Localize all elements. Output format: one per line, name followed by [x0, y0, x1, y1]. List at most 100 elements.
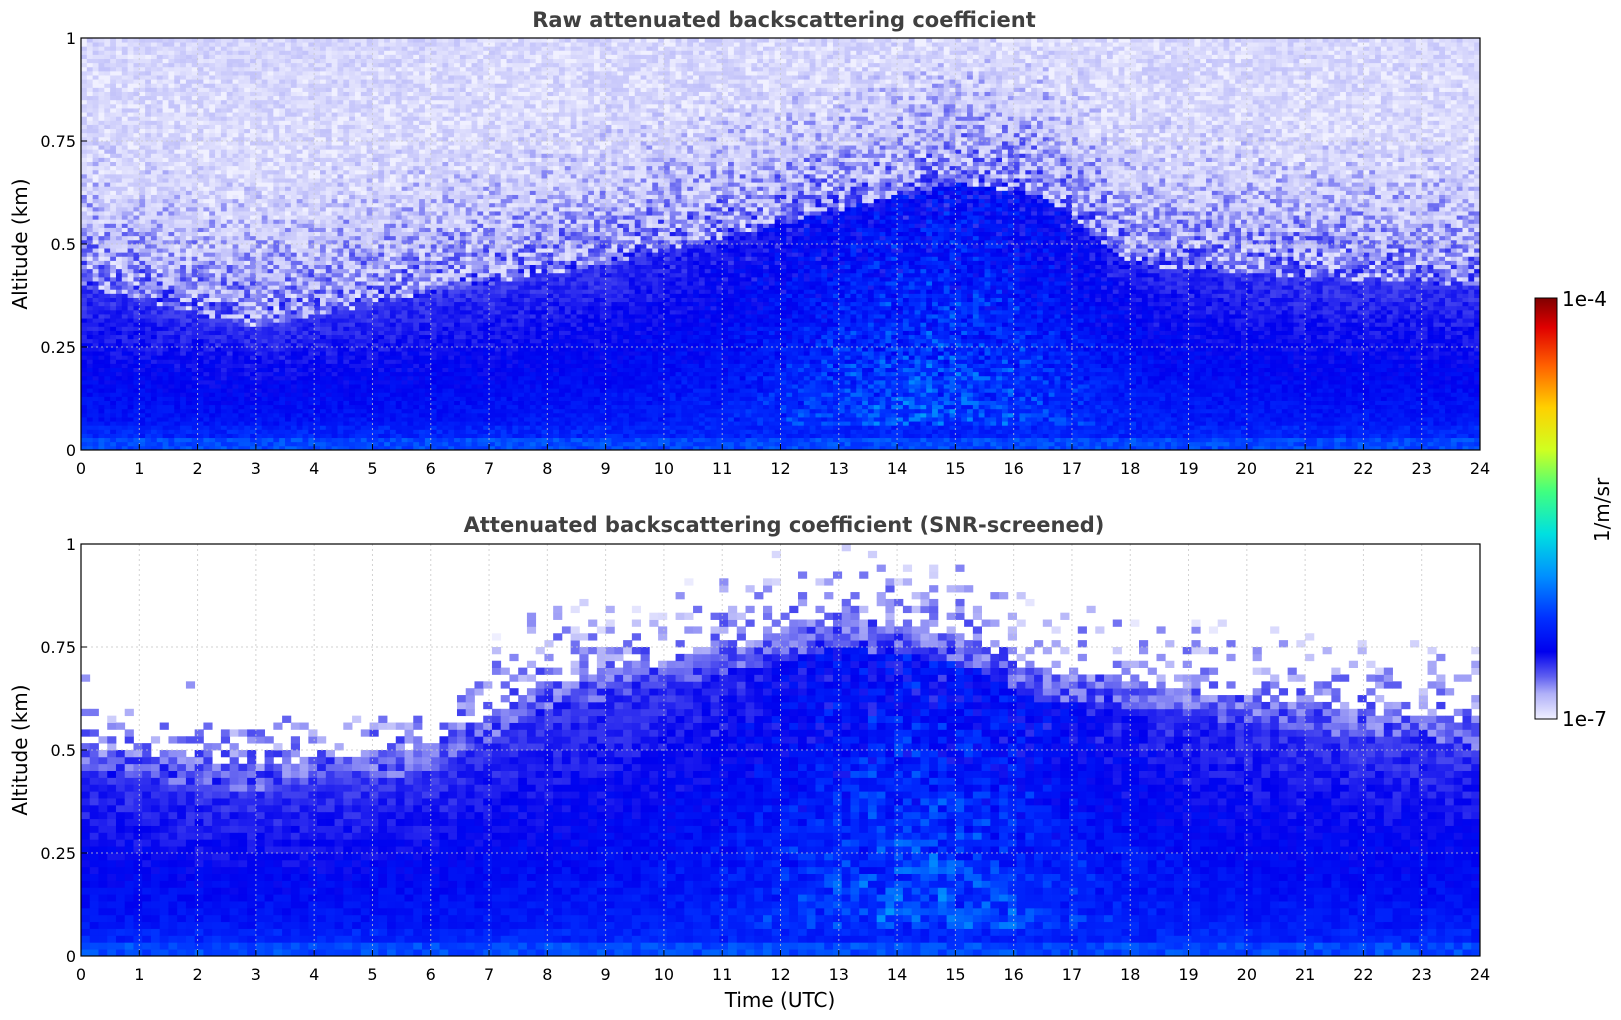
heatmap-cell	[308, 276, 315, 282]
heatmap-cell	[320, 91, 327, 97]
heatmap-cell	[314, 309, 321, 315]
heatmap-cell	[180, 400, 187, 406]
heatmap-cell	[150, 128, 158, 134]
heatmap-cell	[191, 227, 198, 233]
heatmap-cell	[279, 239, 286, 245]
heatmap-cell	[191, 145, 198, 150]
heatmap-cell	[250, 153, 257, 158]
heatmap-cell	[110, 392, 117, 397]
heatmap-cell	[349, 202, 356, 208]
heatmap-cell	[139, 202, 146, 208]
heatmap-cell	[145, 62, 152, 68]
heatmap-cell	[127, 95, 134, 101]
heatmap-cell	[314, 149, 321, 154]
heatmap-cell	[360, 297, 368, 303]
heatmap-cell	[331, 173, 338, 179]
heatmap-cell	[285, 70, 292, 76]
heatmap-cell	[331, 62, 338, 68]
heatmap-cell	[302, 108, 309, 113]
heatmap-cell	[168, 215, 175, 220]
heatmap-cell	[121, 165, 129, 171]
heatmap-cell	[279, 182, 286, 187]
heatmap-cell	[209, 244, 216, 249]
heatmap-cell	[98, 400, 105, 406]
heatmap-cell	[285, 355, 292, 360]
heatmap-cell	[86, 79, 94, 84]
heatmap-cell	[168, 186, 175, 191]
heatmap-cell	[115, 58, 123, 64]
heatmap-cell	[273, 367, 280, 373]
heatmap-cell	[197, 54, 204, 59]
heatmap-cell	[104, 309, 111, 315]
heatmap-cell	[250, 363, 257, 368]
heatmap-cell	[325, 309, 333, 315]
heatmap-cell	[296, 384, 303, 389]
heatmap-cell	[279, 318, 286, 323]
heatmap-cell	[174, 219, 181, 224]
heatmap-cell	[296, 408, 303, 414]
heatmap-cell	[156, 149, 164, 154]
heatmap-cell	[273, 223, 280, 228]
heatmap-cell	[343, 157, 350, 162]
heatmap-cell	[127, 83, 134, 88]
heatmap-cell	[104, 363, 111, 368]
heatmap-cell	[226, 417, 233, 422]
heatmap-cell	[81, 264, 88, 270]
heatmap-cell	[156, 62, 164, 68]
heatmap-cell	[250, 66, 257, 72]
heatmap-cell	[174, 268, 181, 274]
heatmap-cell	[331, 322, 338, 327]
heatmap-cell	[314, 388, 321, 393]
heatmap-cell	[81, 38, 88, 43]
heatmap-cell	[220, 46, 228, 51]
heatmap-cell	[232, 103, 239, 109]
heatmap-cell	[81, 314, 88, 319]
heatmap-cell	[209, 301, 216, 307]
heatmap-cell	[203, 141, 210, 146]
heatmap-cell	[139, 433, 146, 439]
heatmap-cell	[145, 392, 152, 397]
heatmap-cell	[273, 206, 280, 212]
heatmap-cell	[156, 145, 164, 150]
heatmap-cell	[331, 334, 338, 340]
heatmap-cell	[98, 429, 105, 434]
heatmap-cell	[267, 198, 274, 204]
heatmap-cell	[174, 260, 181, 265]
heatmap-cell	[238, 285, 245, 290]
heatmap-cell	[331, 206, 338, 212]
heatmap-cell	[325, 54, 333, 59]
heatmap-cell	[168, 202, 175, 208]
heatmap-cell	[197, 66, 204, 72]
heatmap-cell	[110, 256, 117, 261]
heatmap-cell	[209, 165, 216, 171]
heatmap-cell	[86, 429, 94, 434]
heatmap-cell	[261, 54, 268, 59]
heatmap-cell	[121, 309, 129, 315]
heatmap-cell	[302, 388, 309, 393]
heatmap-cell	[354, 347, 362, 352]
heatmap-cell	[343, 215, 350, 220]
heatmap-cell	[325, 264, 333, 270]
heatmap-cell	[349, 392, 356, 397]
heatmap-cell	[139, 384, 146, 389]
heatmap-cell	[232, 396, 239, 401]
heatmap-cell	[81, 165, 88, 171]
heatmap-cell	[156, 153, 164, 158]
heatmap-cell	[285, 297, 292, 303]
heatmap-cell	[314, 244, 321, 249]
heatmap-cell	[302, 58, 309, 64]
heatmap-cell	[180, 404, 187, 410]
heatmap-cell	[139, 301, 146, 307]
heatmap-cell	[273, 42, 280, 47]
heatmap-cell	[302, 417, 309, 422]
heatmap-cell	[139, 392, 146, 397]
heatmap-cell	[250, 417, 257, 422]
heatmap-cell	[215, 132, 222, 138]
heatmap-cell	[360, 441, 368, 447]
heatmap-cell	[308, 173, 315, 179]
heatmap-cell	[308, 301, 315, 307]
heatmap-cell	[261, 38, 268, 43]
heatmap-cell	[150, 145, 158, 150]
heatmap-cell	[290, 347, 298, 352]
heatmap-cell	[81, 441, 88, 447]
